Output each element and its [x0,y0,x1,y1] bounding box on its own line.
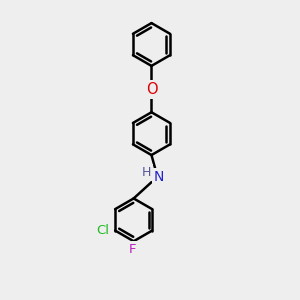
Text: F: F [128,243,136,256]
Text: O: O [146,82,157,97]
Text: N: N [154,170,164,184]
Text: H: H [141,166,151,179]
Text: Cl: Cl [96,224,109,237]
